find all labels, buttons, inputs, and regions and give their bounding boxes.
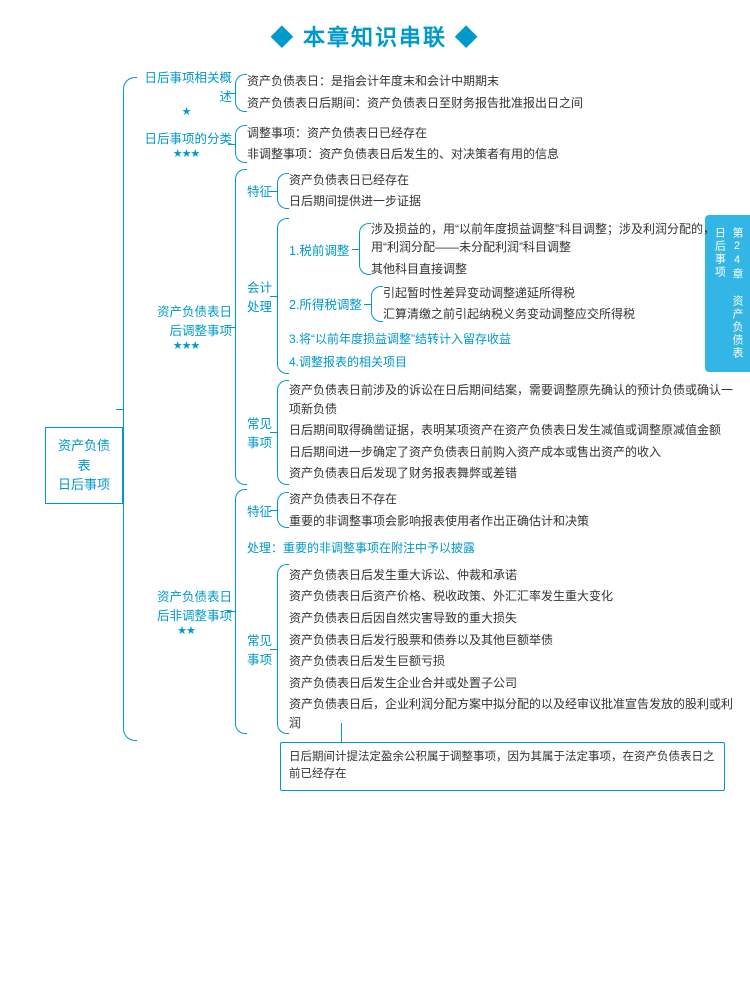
leaf: 日后期间提供进一步证据 [289, 191, 740, 213]
sub2-label: 3.将“以前年度损益调整”结转计入留存收益 [289, 327, 740, 350]
node-label: 资产负债表日 后非调整事项 ★★ [140, 586, 235, 637]
leaf: 其他科目直接调整 [371, 259, 740, 281]
sub2-label: 1.税前调整 [289, 240, 359, 259]
leaf: 调整事项：资产负债表日已经存在 [247, 122, 740, 144]
leaf: 资产负债表日后发生企业合并或处置子公司 [289, 672, 740, 694]
leaf: 资产负债表日后，企业利润分配方案中拟分配的以及经审议批准宣告发放的股利或利润 [289, 694, 740, 734]
branch-non-adjusting: 资产负债表日 后非调整事项 ★★ 特征 资产负债表日不存在 重要的非调整事项会影… [140, 489, 740, 735]
leaf: 资产负债表日后发生重大诉讼、仲裁和承诺 [289, 564, 740, 586]
leaf: 资产负债表日后发行股票和债券以及其他巨额举债 [289, 629, 740, 651]
branch-adjusting: 资产负债表日 后调整事项 ★★★ 特征 资产负债表日已经存在 日后期间提供进一步… [140, 169, 740, 484]
sub-label: 处理：重要的非调整事项在附注中予以披露 [247, 535, 740, 562]
leaf: 引起暂时性差异变动调整递延所得税 [383, 282, 740, 304]
leaf: 资产负债表日后发生巨额亏损 [289, 651, 740, 673]
branch-overview: 日后事项相关概述 ★ 资产负债表日：是指会计年度末和会计中期期末 资产负债表日后… [140, 67, 740, 118]
leaf: 资产负债表日后期间：资产负债表日至财务报告批准报出日之间 [247, 93, 740, 115]
sub2-label: 2.所得税调整 [289, 294, 371, 313]
leaf: 涉及损益的，用“以前年度损益调整”科目调整；涉及利润分配的，用“利润分配——未分… [371, 218, 740, 258]
node-label: 日后事项相关概述 ★ [140, 67, 235, 118]
leaf: 日后期间进一步确定了资产负债表日前购入资产成本或售出资产的收入 [289, 441, 740, 463]
page-title: ◆ 本章知识串联 ◆ [0, 0, 750, 62]
note-box: 日后期间计提法定盈余公积属于调整事项，因为其属于法定事项，在资产负债表日之前已经… [280, 742, 725, 791]
leaf: 资产负债表日前涉及的诉讼在日后期间结案，需要调整原先确认的预计负债或确认一项新负… [289, 380, 740, 420]
outer-bracket [123, 77, 137, 741]
node-label: 日后事项的分类 ★★★ [140, 128, 235, 160]
leaf: 日后期间取得确凿证据，表明某项资产在资产负债表日发生减值或调整原减值金额 [289, 420, 740, 442]
leaf: 资产负债表日已经存在 [289, 169, 740, 191]
leaf: 非调整事项：资产负债表日后发生的、对决策者有用的信息 [247, 144, 740, 166]
sub2-label: 4.调整报表的相关项目 [289, 350, 740, 373]
leaf: 资产负债表日：是指会计年度末和会计中期期末 [247, 71, 740, 93]
leaf: 资产负债表日后资产价格、税收政策、外汇汇率发生重大变化 [289, 586, 740, 608]
tree-diagram: 资产负债表 日后事项 日后事项相关概述 ★ 资产负债表日：是指会计年度末和会计中… [0, 62, 750, 801]
leaf: 资产负债表日后因自然灾害导致的重大损失 [289, 607, 740, 629]
root-node: 资产负债表 日后事项 [45, 427, 123, 504]
leaf: 资产负债表日不存在 [289, 489, 740, 511]
leaf: 重要的非调整事项会影响报表使用者作出正确估计和决策 [289, 510, 740, 532]
leaf: 汇算清缴之前引起纳税义务变动调整应交所得税 [383, 304, 740, 326]
leaf: 资产负债表日后发现了财务报表舞弊或差错 [289, 463, 740, 485]
branch-classification: 日后事项的分类 ★★★ 调整事项：资产负债表日已经存在 非调整事项：资产负债表日… [140, 122, 740, 165]
node-label: 资产负债表日 后调整事项 ★★★ [140, 301, 235, 352]
